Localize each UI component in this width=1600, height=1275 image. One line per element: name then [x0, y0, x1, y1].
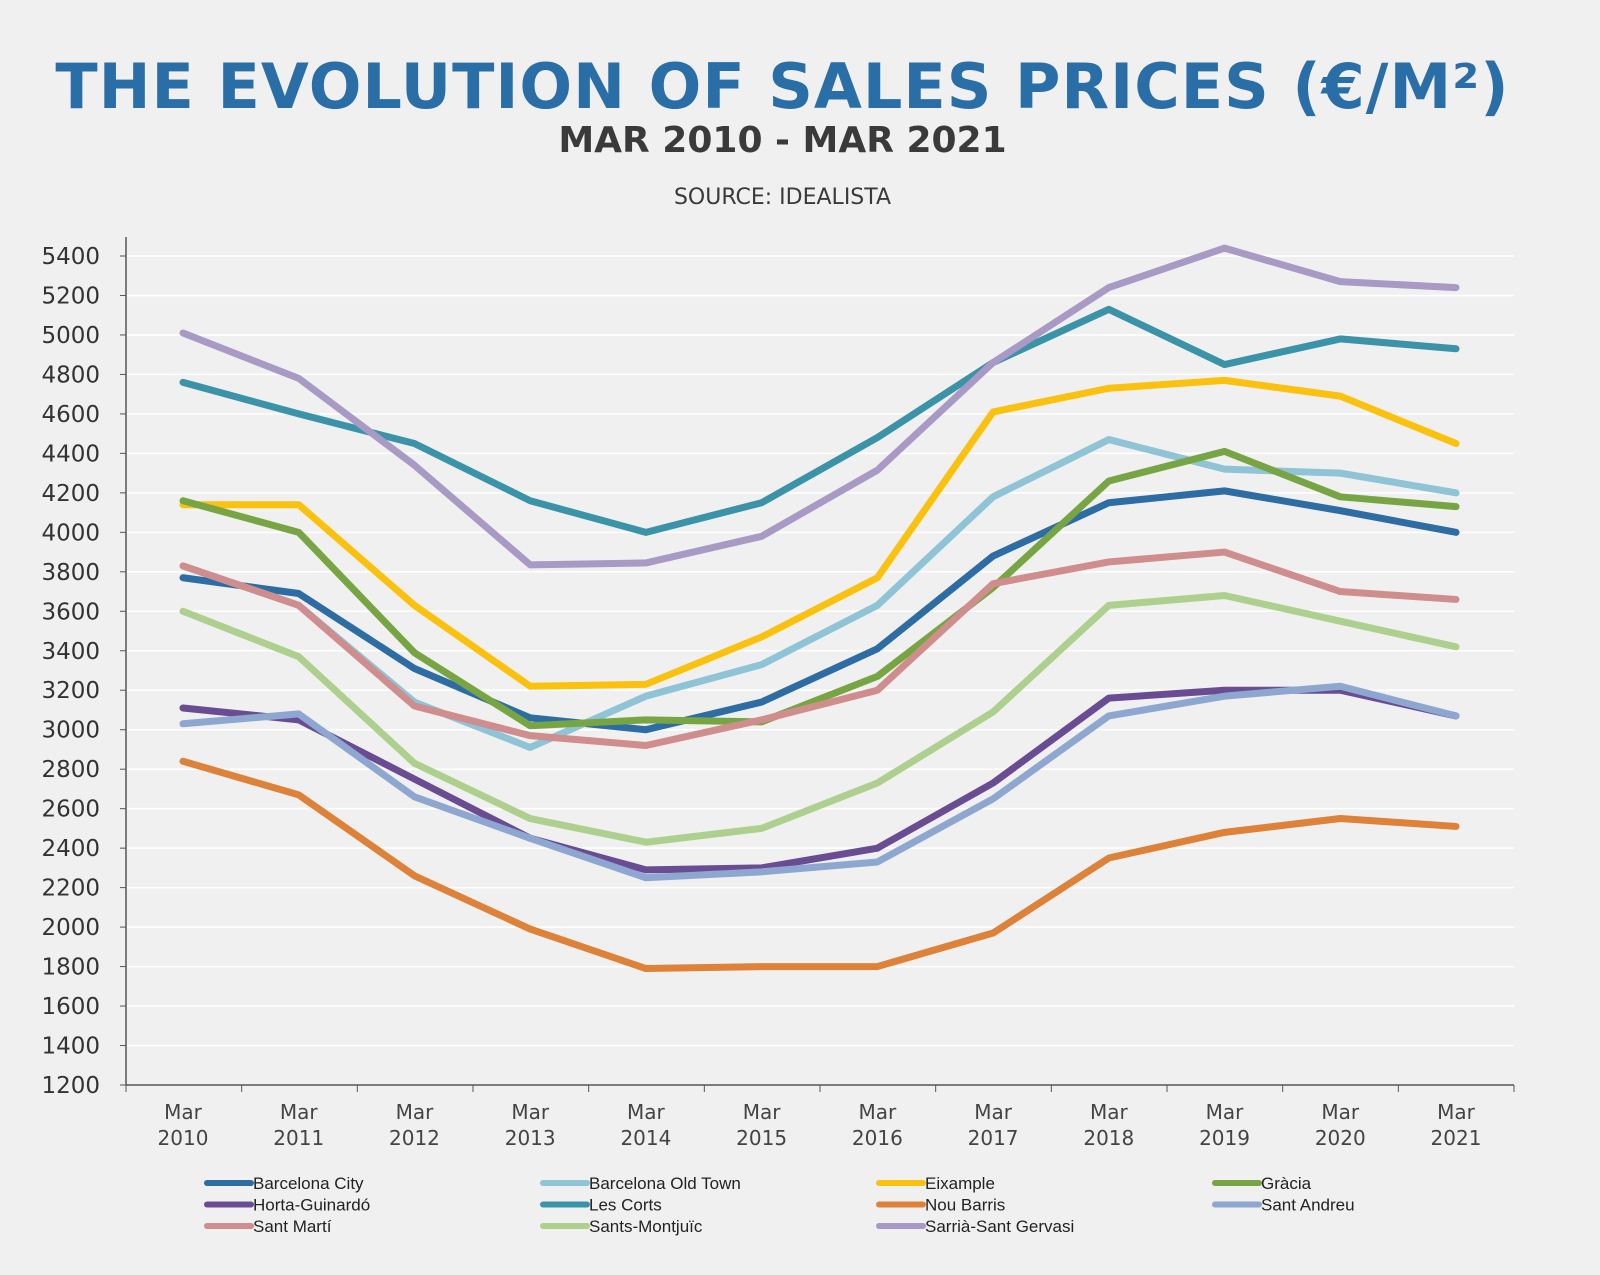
y-tick-label: 5000: [41, 323, 100, 349]
y-tick-label: 1600: [41, 994, 100, 1020]
legend-label: Sants-Montjuïc: [589, 1217, 703, 1236]
y-tick-label: 1400: [41, 1034, 100, 1060]
series-line-sarri-sant-gervasi: [179, 244, 1460, 569]
y-tick-label: 4600: [41, 402, 100, 428]
x-tick-label: 2018: [1083, 1126, 1134, 1150]
x-tick-label: 2019: [1199, 1126, 1250, 1150]
y-tick-label: 2000: [41, 915, 100, 941]
x-tick-label: 2012: [389, 1126, 440, 1150]
x-tick-label: 2015: [736, 1126, 787, 1150]
y-tick-label: 3400: [41, 639, 100, 665]
y-tick-label: 5400: [41, 244, 100, 270]
x-tick-label: 2016: [852, 1126, 903, 1150]
y-tick-label: 3200: [41, 678, 100, 704]
x-tick-label: 2013: [505, 1126, 556, 1150]
series-line-nou-barris: [179, 757, 1460, 973]
x-tick-label: Mar: [396, 1100, 435, 1124]
chart-source: SOURCE: IDEALISTA: [673, 185, 892, 210]
legend-label: Sarrià-Sant Gervasi: [925, 1217, 1074, 1236]
legend-label: Les Corts: [589, 1196, 662, 1215]
y-tick-label: 1200: [41, 1073, 100, 1099]
y-tick-label: 4400: [41, 441, 100, 467]
chart-subtitle: MAR 2010 - MAR 2021: [558, 120, 1007, 161]
x-tick-label: Mar: [974, 1100, 1013, 1124]
x-tick-label: 2020: [1315, 1126, 1366, 1150]
y-tick-label: 4200: [41, 481, 100, 507]
x-tick-label: 2017: [968, 1126, 1019, 1150]
chart-title: THE EVOLUTION OF SALES PRICES (€/M²): [55, 50, 1510, 123]
y-tick-label: 1800: [41, 955, 100, 981]
series-line-eixample: [179, 376, 1460, 690]
legend-label: Barcelona Old Town: [589, 1174, 741, 1193]
legend-label: Sant Martí: [253, 1217, 332, 1236]
legend-label: Horta-Guinardó: [253, 1196, 370, 1215]
series-line-horta-guinard-: [179, 686, 1460, 874]
y-tick-label: 3000: [41, 718, 100, 744]
series-line-barcelona-city: [179, 487, 1460, 734]
y-tick-label: 3800: [41, 560, 100, 586]
x-tick-label: Mar: [743, 1100, 782, 1124]
x-tick-label: 2011: [273, 1126, 324, 1150]
y-tick-label: 4000: [41, 520, 100, 546]
legend-label: Barcelona City: [253, 1174, 364, 1193]
y-tick-label: 2200: [41, 876, 100, 902]
x-tick-label: Mar: [1321, 1100, 1360, 1124]
y-tick-label: 2800: [41, 757, 100, 783]
y-tick-label: 4800: [41, 362, 100, 388]
x-tick-label: Mar: [858, 1100, 897, 1124]
series-line-gr-cia: [179, 447, 1460, 730]
series-line-sant-andreu: [179, 682, 1460, 882]
y-tick-label: 2400: [41, 836, 100, 862]
x-tick-label: Mar: [1206, 1100, 1245, 1124]
x-tick-label: Mar: [627, 1100, 666, 1124]
y-tick-label: 3600: [41, 599, 100, 625]
x-tick-label: Mar: [1090, 1100, 1129, 1124]
y-tick-label: 2600: [41, 797, 100, 823]
legend-label: Eixample: [925, 1174, 995, 1193]
series-line-sant-mart-: [179, 548, 1460, 750]
x-tick-label: 2010: [158, 1126, 209, 1150]
series-line-les-corts: [179, 305, 1460, 536]
series-line-sants-montju-c: [179, 591, 1460, 846]
legend-label: Sant Andreu: [1261, 1196, 1355, 1215]
legend-label: Nou Barris: [925, 1196, 1005, 1215]
x-tick-label: Mar: [511, 1100, 550, 1124]
x-tick-label: Mar: [164, 1100, 203, 1124]
x-tick-label: Mar: [1437, 1100, 1476, 1124]
x-tick-label: Mar: [280, 1100, 319, 1124]
x-tick-label: 2014: [620, 1126, 671, 1150]
y-tick-label: 5200: [41, 283, 100, 309]
x-tick-label: 2021: [1431, 1126, 1482, 1150]
legend-label: Gràcia: [1261, 1174, 1312, 1193]
